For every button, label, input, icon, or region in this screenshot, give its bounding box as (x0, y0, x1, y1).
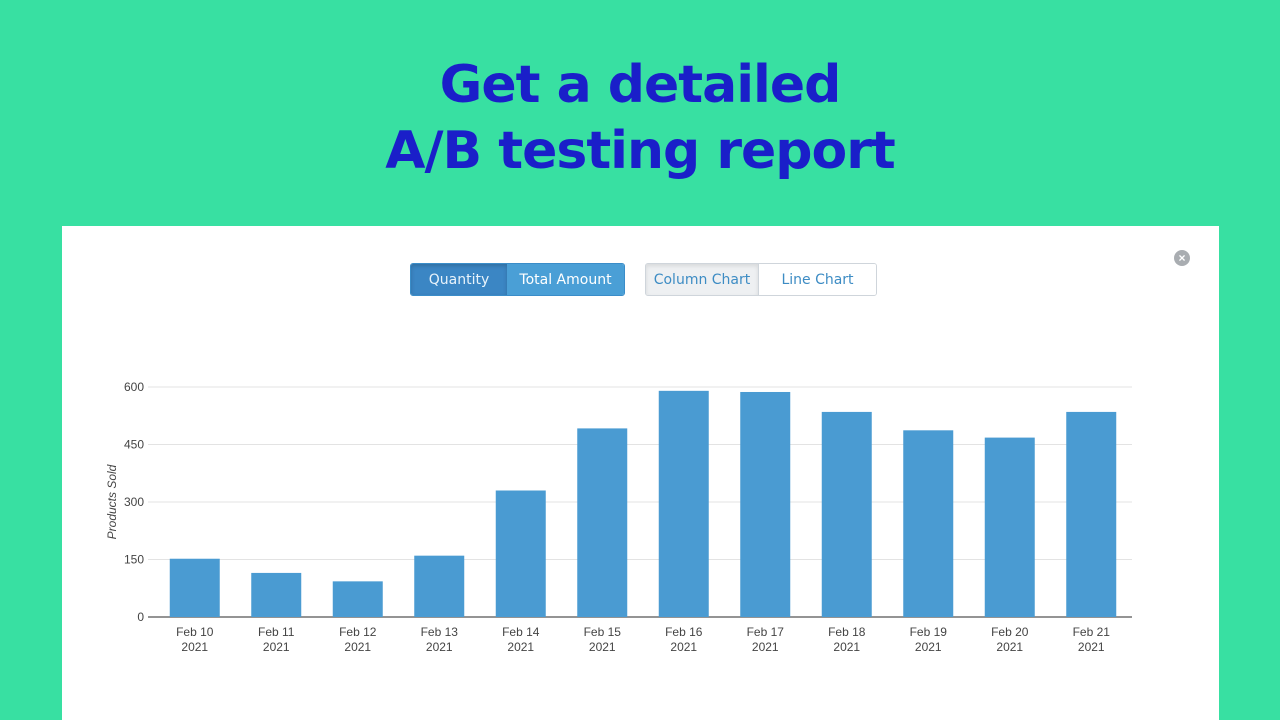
y-tick-label: 450 (124, 438, 144, 452)
total-amount-button[interactable]: Total Amount (507, 264, 624, 295)
y-tick-label: 300 (124, 495, 144, 509)
y-axis-title: Products Sold (105, 464, 119, 539)
bar[interactable] (577, 428, 628, 617)
bar[interactable] (658, 390, 709, 617)
bar-chart: 0 150 300 450 600 Products Sold Feb 10 2021 Feb … (105, 380, 1132, 654)
chart-type-toggle-group: Column Chart Line Chart (645, 263, 877, 296)
x-tick-label: Feb 18 2021 (828, 625, 866, 654)
bar[interactable] (332, 581, 383, 617)
headline-line-1: Get a detailed (439, 55, 842, 115)
quantity-button[interactable]: Quantity (411, 264, 507, 295)
bar[interactable] (251, 572, 302, 617)
headline-line-2: A/B testing report (385, 121, 895, 181)
bar[interactable] (169, 558, 220, 617)
report-panel: Quantity Total Amount Column Chart Line … (62, 226, 1219, 720)
close-circle-icon[interactable]: × (1174, 250, 1190, 266)
x-tick-label: Feb 21 2021 (1073, 625, 1111, 654)
bar[interactable] (903, 430, 954, 617)
metric-toggle-group: Quantity Total Amount (410, 263, 625, 296)
column-chart-button[interactable]: Column Chart (646, 264, 759, 295)
x-tick-label: Feb 13 2021 (421, 625, 459, 654)
bar[interactable] (414, 555, 465, 617)
line-chart-button[interactable]: Line Chart (759, 264, 876, 295)
bar[interactable] (984, 437, 1035, 617)
x-tick-label: Feb 17 2021 (747, 625, 785, 654)
bar[interactable] (821, 411, 872, 617)
x-tick-label: Feb 20 2021 (991, 625, 1029, 654)
y-tick-label: 0 (137, 610, 144, 624)
x-tick-label: Feb 15 2021 (584, 625, 622, 654)
y-tick-label: 150 (124, 553, 144, 567)
bar[interactable] (740, 391, 791, 617)
x-tick-label: Feb 14 2021 (502, 625, 540, 654)
bar[interactable] (1066, 411, 1117, 617)
x-tick-label: Feb 16 2021 (665, 625, 703, 654)
x-tick-label: Feb 10 2021 (176, 625, 214, 654)
y-tick-label: 600 (124, 380, 144, 394)
x-tick-label: Feb 11 2021 (258, 625, 295, 654)
headline: Get a detailed A/B testing report (0, 52, 1280, 184)
x-tick-label: Feb 12 2021 (339, 625, 377, 654)
bar[interactable] (495, 490, 546, 618)
x-tick-label: Feb 19 2021 (910, 625, 948, 654)
